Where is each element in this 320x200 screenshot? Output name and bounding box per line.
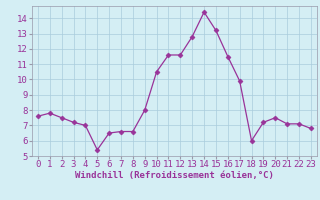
X-axis label: Windchill (Refroidissement éolien,°C): Windchill (Refroidissement éolien,°C): [75, 171, 274, 180]
